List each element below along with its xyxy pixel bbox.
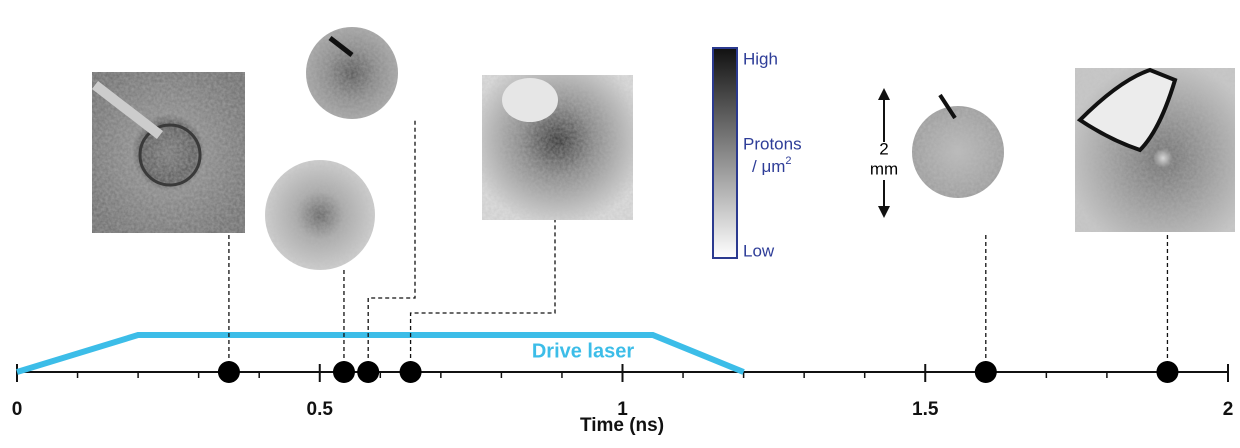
colorbar-label: Protons [743, 134, 802, 153]
colorbar-high: High [743, 49, 778, 68]
radiograph-texture [912, 106, 1004, 198]
event-marker [333, 361, 355, 383]
unit: / μm [752, 157, 785, 176]
scale-unit: mm [870, 159, 898, 178]
x-tick-label: 1 [617, 399, 628, 420]
event-marker [975, 361, 997, 383]
colorbar: High Protons / μm2 Low [713, 48, 802, 260]
radiograph-texture [306, 27, 398, 119]
scale-bar: 2 mm [870, 88, 898, 218]
scale-value: 2 [879, 139, 888, 158]
colorbar-low: Low [743, 241, 775, 260]
x-tick-label: 0.5 [307, 399, 334, 420]
event-marker [357, 361, 379, 383]
event-marker [218, 361, 240, 383]
colorbar-gradient [713, 48, 737, 258]
laser-label: Drive laser [532, 340, 635, 362]
chart: High Protons / μm2 Low 2 mm Time (ns) 00… [0, 0, 1240, 448]
arrow-head [878, 88, 890, 100]
event-marker [400, 361, 422, 383]
target-stalk [502, 78, 558, 122]
drive-laser [17, 335, 744, 372]
x-tick-label: 0 [12, 399, 23, 420]
unit-sup: 2 [785, 155, 791, 167]
arrow-head [878, 206, 890, 218]
x-tick-label: 2 [1223, 399, 1234, 420]
colorbar-unit: / μm2 [752, 155, 792, 177]
event-marker [1156, 361, 1178, 383]
radiograph-texture [265, 160, 375, 270]
radiographs [92, 27, 1235, 270]
x-tick-label: 1.5 [912, 399, 939, 420]
